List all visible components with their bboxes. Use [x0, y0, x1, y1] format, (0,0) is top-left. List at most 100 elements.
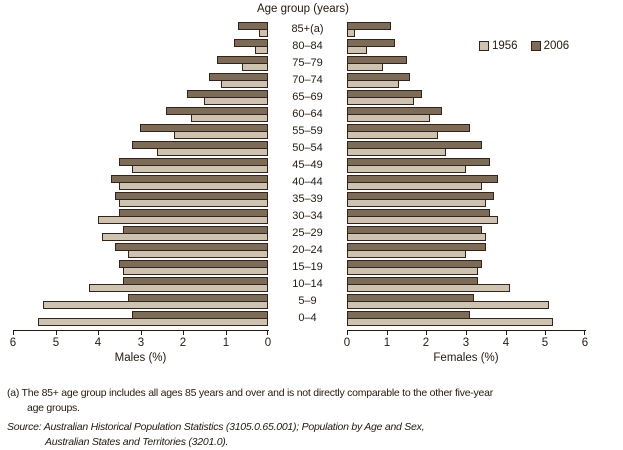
- female-axis-tick-label: 6: [581, 337, 589, 349]
- pyramid-row: 80–84: [13, 38, 585, 55]
- male-bars-cell: [13, 106, 268, 123]
- legend-swatch-2006-icon: [530, 41, 541, 51]
- female-bars-cell: [347, 106, 585, 123]
- pyramid-row: 0–4: [13, 310, 585, 327]
- pyramid-row: 35–39: [13, 191, 585, 208]
- male-bars-cell: [13, 21, 268, 38]
- footnote-line-1: (a) The 85+ age group includes all ages …: [7, 387, 493, 399]
- female-axis-tick-label: 1: [383, 337, 391, 349]
- age-group-label: 15–19: [292, 261, 323, 273]
- bar-male-1956: [242, 63, 268, 71]
- female-bars-cell: [347, 72, 585, 89]
- bar-male-1956: [221, 80, 268, 88]
- female-bars-cell: [347, 242, 585, 259]
- age-group-label: 25–29: [292, 227, 323, 239]
- male-axis-title: Males (%): [114, 352, 167, 364]
- male-bars-cell: [13, 259, 268, 276]
- age-group-label: 60–64: [292, 108, 323, 120]
- pyramid-row: 10–14: [13, 276, 585, 293]
- male-x-axis: 6 5 4 3 2 1 0: [10, 330, 271, 349]
- male-axis-tick: [226, 331, 227, 335]
- female-bars-cell: [347, 55, 585, 72]
- age-group-label: 40–44: [292, 176, 323, 188]
- bar-male-1956: [204, 97, 268, 105]
- female-bars-cell: [347, 310, 585, 327]
- legend: 1956 2006: [479, 40, 569, 52]
- pyramid-row: 60–64: [13, 106, 585, 123]
- female-bars-cell: [347, 123, 585, 140]
- pyramid-row: 75–79: [13, 55, 585, 72]
- male-bars-cell: [13, 89, 268, 106]
- female-axis-tick-label: 2: [422, 337, 430, 349]
- bar-female-1956: [347, 80, 399, 88]
- bar-male-1956: [123, 267, 268, 275]
- female-bars-cell: [347, 225, 585, 242]
- legend-item-2006: 2006: [530, 40, 570, 52]
- age-group-label: 55–59: [292, 125, 323, 137]
- bar-female-1956: [347, 29, 355, 37]
- pyramid-row: 45–49: [13, 157, 585, 174]
- age-group-label: 80–84: [292, 40, 323, 52]
- female-bars-cell: [347, 21, 585, 38]
- pyramid-row: 25–29: [13, 225, 585, 242]
- bar-male-1956: [43, 301, 268, 309]
- male-axis-tick-label: 4: [94, 337, 102, 349]
- bar-male-1956: [38, 318, 268, 326]
- male-bars-cell: [13, 242, 268, 259]
- legend-item-1956: 1956: [479, 40, 518, 52]
- pyramid-row: 40–44: [13, 174, 585, 191]
- male-bars-cell: [13, 123, 268, 140]
- bar-female-1956: [347, 233, 486, 241]
- female-bars-cell: [347, 259, 585, 276]
- female-bars-cell: [347, 293, 585, 310]
- age-group-label: 5–9: [298, 295, 317, 307]
- legend-label-2006: 2006: [543, 40, 570, 52]
- bar-male-1956: [102, 233, 268, 241]
- female-axis-tick: [545, 331, 546, 335]
- female-bars-cell: [347, 89, 585, 106]
- female-bars-cell: [347, 174, 585, 191]
- male-axis-tick-label: 0: [264, 337, 272, 349]
- male-axis-tick-label: 5: [52, 337, 60, 349]
- male-bars-cell: [13, 55, 268, 72]
- pyramid-row: 55–59: [13, 123, 585, 140]
- pyramid-row: 20–24: [13, 242, 585, 259]
- age-group-label: 10–14: [292, 278, 323, 290]
- age-group-label: 75–79: [292, 57, 323, 69]
- bar-male-1956: [191, 114, 268, 122]
- male-axis-tick: [98, 331, 99, 335]
- bar-female-1956: [347, 284, 510, 292]
- male-bars-cell: [13, 174, 268, 191]
- female-axis-tick-label: 3: [462, 337, 470, 349]
- bar-male-1956: [259, 29, 268, 37]
- male-axis-tick-label: 1: [222, 337, 230, 349]
- female-axis-tick: [347, 331, 348, 335]
- bar-female-1956: [347, 97, 414, 105]
- bar-female-1956: [347, 216, 498, 224]
- age-group-label: 85+(a): [291, 23, 324, 35]
- bar-female-1956: [347, 250, 466, 258]
- male-bars-cell: [13, 276, 268, 293]
- female-axis-tick: [584, 331, 585, 335]
- bar-female-1956: [347, 148, 446, 156]
- age-group-label: 65–69: [292, 91, 323, 103]
- female-axis-tick: [387, 331, 388, 335]
- age-group-label: 20–24: [292, 244, 323, 256]
- male-bars-cell: [13, 293, 268, 310]
- male-bars-cell: [13, 191, 268, 208]
- male-axis-tick: [13, 331, 14, 335]
- age-group-label: 70–74: [292, 74, 323, 86]
- bar-male-2006: [238, 22, 268, 30]
- bar-female-1956: [347, 63, 383, 71]
- female-axis-tick-label: 0: [343, 337, 351, 349]
- bar-male-1956: [132, 165, 268, 173]
- bar-male-1956: [174, 131, 268, 139]
- footnote-line-2: age groups.: [27, 402, 80, 414]
- male-axis-tick-label: 2: [179, 337, 187, 349]
- pyramid-row: 50–54: [13, 140, 585, 157]
- legend-swatch-1956-icon: [479, 41, 489, 51]
- bar-male-1956: [157, 148, 268, 156]
- pyramid-row: 15–19: [13, 259, 585, 276]
- female-bars-cell: [347, 140, 585, 157]
